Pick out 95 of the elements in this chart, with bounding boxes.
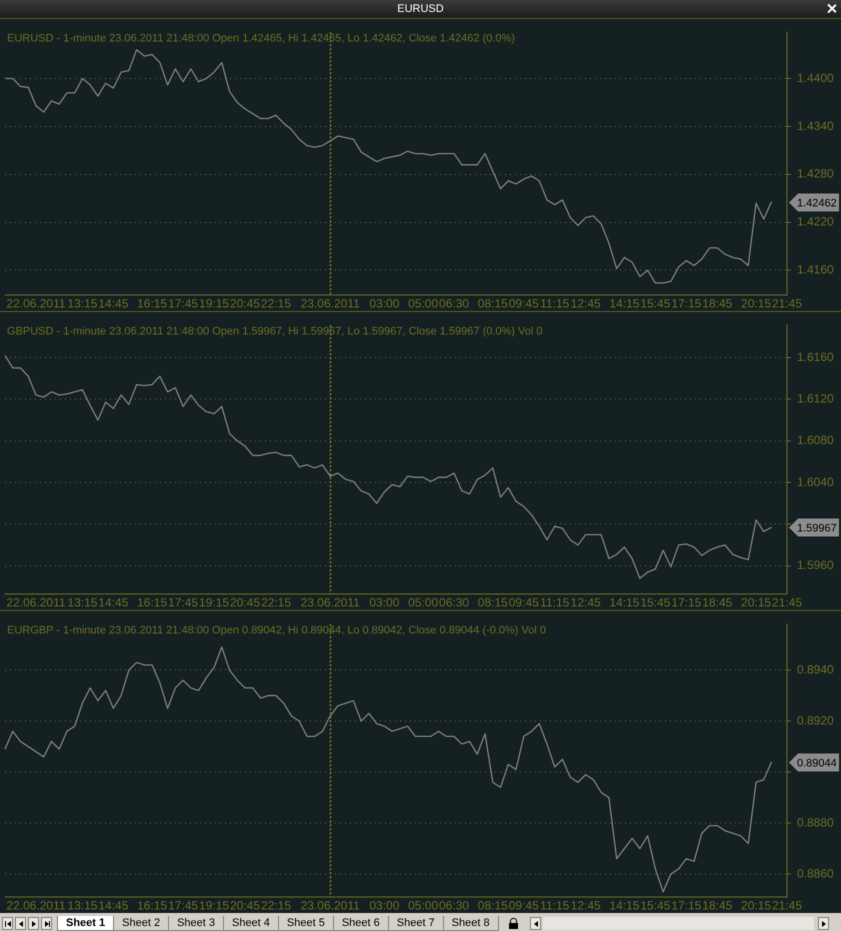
x-tick-label: 16:15 — [137, 596, 168, 610]
x-tick-label: 09:45 — [508, 898, 540, 913]
y-tick-label: 1.6120 — [797, 391, 834, 406]
x-tick-label: 23.06.2011 — [300, 898, 360, 913]
x-tick-label: 14:45 — [98, 596, 129, 610]
x-tick-label: 19:15 — [199, 596, 230, 610]
x-tick-label: 03:00 — [369, 898, 400, 913]
text: Sheet 6 — [332, 916, 389, 931]
x-tick-label: 17:15 — [671, 296, 702, 311]
y-tick-label: 1.6160 — [797, 350, 834, 364]
y-tick-label: 0.8940 — [797, 662, 834, 676]
y-tick-label: 1.4340 — [797, 118, 834, 133]
x-tick-label: 05:00 — [408, 296, 438, 311]
x-tick-label: 08:15 — [478, 596, 508, 610]
y-tick-label: 1.4160 — [797, 262, 834, 277]
y-tick-label: 1.5960 — [797, 558, 834, 572]
x-tick-label: 17:45 — [168, 898, 198, 913]
x-tick-label: 17:45 — [168, 296, 198, 311]
x-tick-label: 08:15 — [478, 296, 508, 311]
x-tick-label: 12:45 — [570, 596, 602, 610]
x-tick-label: 18:45 — [702, 596, 733, 610]
x-tick-label: 14:45 — [98, 296, 129, 311]
x-tick-label: 09:45 — [508, 296, 540, 311]
x-tick-label: 06:30 — [439, 296, 470, 311]
y-tick-label: 1.4220 — [797, 214, 834, 229]
x-tick-label: 19:15 — [199, 296, 230, 311]
x-tick-label: 18:45 — [702, 898, 733, 913]
chart-title: EURGBP - 1-minute 23.06.2011 21:48:00 Open 0.89042, Hi 0.89044, Lo 0.89042, Close 0.89044 (-0.0%) Vol 0 — [7, 624, 546, 637]
text: 0.89044 — [797, 758, 837, 770]
y-tick-label: 0.8860 — [797, 866, 834, 880]
text: Sheet 5 — [278, 916, 334, 931]
x-tick-label: 20:15 — [741, 296, 772, 311]
x-tick-label: 12:45 — [570, 296, 602, 311]
x-tick-label: 14:15 — [609, 296, 640, 311]
x-tick-label: 16:15 — [137, 296, 168, 311]
text: 1.59967 — [797, 522, 837, 535]
x-tick-label: 14:45 — [98, 898, 129, 913]
x-tick-label: 06:30 — [439, 596, 470, 610]
x-tick-label: 20:45 — [230, 296, 260, 311]
chart-title: EURUSD - 1-minute 23.06.2011 21:48:00 Open 1.42465, Hi 1.42465, Lo 1.42462, Close 1.42462 (0.0%) — [7, 32, 515, 45]
text: EURUSD — [397, 3, 444, 15]
x-tick-label: 08:15 — [478, 898, 508, 913]
x-tick-label: 21:45 — [772, 296, 802, 311]
x-tick-label: 17:45 — [168, 596, 198, 610]
y-tick-label: 0.8880 — [797, 815, 834, 830]
x-tick-label: 14:15 — [609, 898, 640, 913]
x-tick-label: 22.06.2011 — [6, 596, 66, 610]
x-tick-label: 15:45 — [640, 596, 671, 610]
chart-title: GBPUSD - 1-minute 23.06.2011 21:48:00 Open 1.59967, Hi 1.59967, Lo 1.59967, Close 1.59967 (0.0%) Vol 0 — [7, 326, 542, 338]
x-tick-label: 15:45 — [640, 296, 671, 311]
x-tick-label: 13:15 — [67, 898, 98, 913]
text: Sheet 8 — [442, 916, 499, 931]
x-tick-label: 05:00 — [408, 596, 438, 610]
y-tick-label: 1.4400 — [797, 70, 834, 85]
x-tick-label: 11:15 — [540, 296, 570, 311]
x-tick-label: 22:15 — [260, 296, 292, 311]
x-tick-label: 03:00 — [369, 596, 400, 610]
x-tick-label: 21:45 — [772, 596, 802, 610]
y-tick-label: 1.4280 — [797, 166, 834, 181]
x-tick-label: 06:30 — [439, 898, 470, 913]
x-tick-label: 23.06.2011 — [300, 296, 360, 311]
x-tick-label: 18:45 — [702, 296, 733, 311]
y-tick-label: 1.6040 — [797, 474, 834, 489]
text: Sheet 1 — [57, 916, 114, 931]
x-tick-label: 13:15 — [67, 596, 98, 610]
text: Sheet 2 — [113, 916, 170, 931]
text: Sheet 4 — [222, 916, 279, 931]
x-tick-label: 19:15 — [199, 898, 230, 913]
x-tick-label: 05:00 — [408, 898, 438, 913]
text: Sheet 7 — [388, 916, 444, 931]
x-tick-label: 13:15 — [67, 296, 98, 311]
x-tick-label: 22.06.2011 — [6, 296, 66, 311]
x-tick-label: 22:15 — [260, 898, 292, 913]
x-tick-label: 20:15 — [741, 596, 772, 610]
x-tick-label: 03:00 — [369, 296, 400, 311]
x-tick-label: 20:15 — [741, 898, 772, 913]
y-tick-label: 1.6080 — [797, 433, 834, 448]
x-tick-label: 15:45 — [640, 898, 671, 913]
x-tick-label: 17:15 — [671, 898, 702, 913]
x-tick-label: 11:15 — [540, 596, 570, 610]
x-tick-label: 23.06.2011 — [300, 596, 360, 610]
x-tick-label: 20:45 — [230, 898, 260, 913]
x-tick-label: 20:45 — [230, 596, 260, 610]
x-tick-label: 14:15 — [609, 596, 640, 610]
x-tick-label: 12:45 — [570, 898, 602, 913]
x-tick-label: 17:15 — [671, 596, 702, 610]
x-tick-label: 16:15 — [137, 898, 168, 913]
text: 1.42462 — [797, 198, 837, 210]
y-tick-label: 0.8920 — [797, 713, 834, 728]
x-tick-label: 21:45 — [772, 898, 802, 913]
x-tick-label: 11:15 — [540, 898, 570, 913]
x-tick-label: 22.06.2011 — [6, 898, 66, 913]
text: Sheet 3 — [168, 916, 224, 931]
x-tick-label: 09:45 — [508, 596, 540, 610]
x-tick-label: 22:15 — [260, 596, 292, 610]
